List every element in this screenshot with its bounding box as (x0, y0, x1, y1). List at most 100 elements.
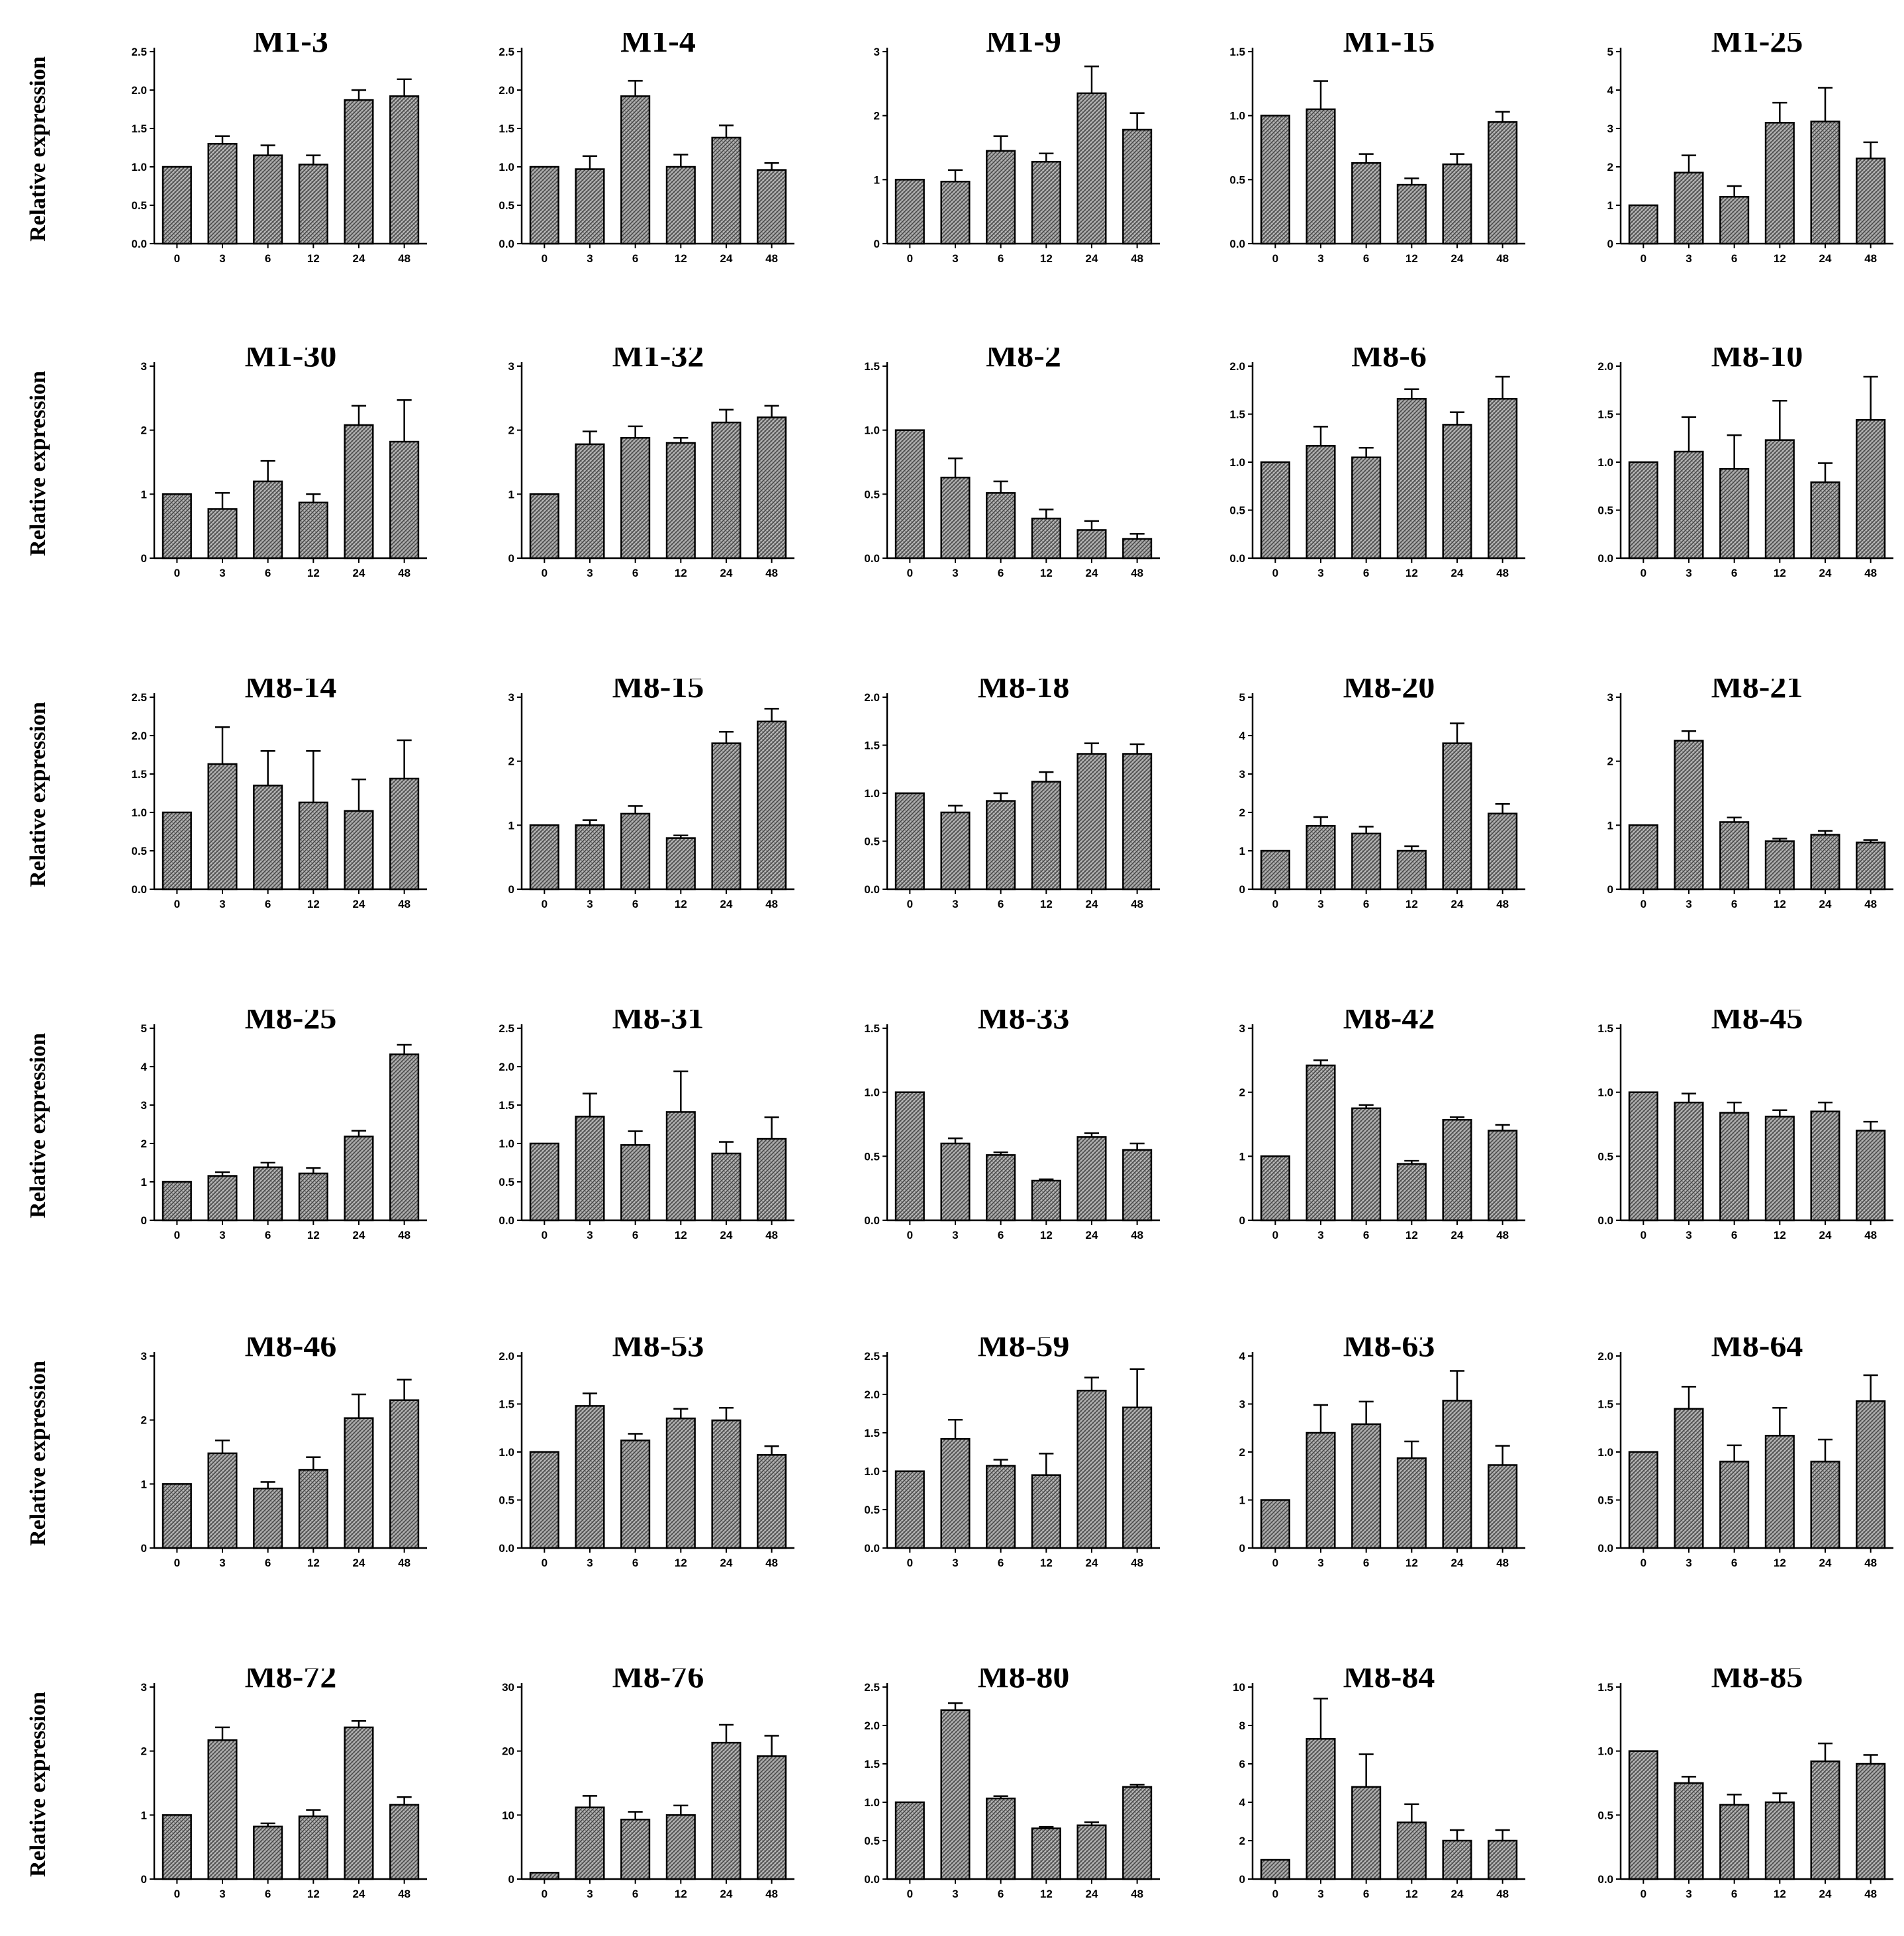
x-tick-label: 24 (1819, 1229, 1832, 1241)
bar (1856, 1763, 1886, 1880)
x-tick-label: 24 (1451, 567, 1464, 579)
bar (1488, 1464, 1518, 1549)
x-tick-label: 12 (1405, 567, 1418, 579)
x-tick-label: 12 (1040, 1557, 1053, 1569)
bar (1351, 832, 1382, 891)
bar (665, 442, 696, 559)
x-tick-label: 48 (398, 1557, 410, 1569)
y-tick-label: 4 (1239, 1796, 1246, 1809)
y-tick-label: 1.0 (864, 1796, 880, 1809)
bar (1856, 418, 1886, 559)
y-tick-label: 3 (1239, 1398, 1245, 1411)
y-tick-label: 2.5 (864, 1350, 880, 1363)
bar-chart-panel: M8-80 0.0 0.5 1.0 1.5 2.0 2.5 0 3 6 12 24 48 (864, 1669, 1160, 1900)
y-tick-label: 0 (508, 552, 514, 565)
bar (298, 1815, 328, 1880)
x-tick-label: 0 (542, 1229, 547, 1241)
y-tick-label: 3 (141, 360, 147, 373)
chart-title: M8-25 (245, 1010, 337, 1036)
x-tick-label: 3 (1317, 1888, 1323, 1900)
bar (1031, 517, 1061, 559)
x-tick-label: 48 (398, 567, 410, 579)
x-tick-label: 3 (1686, 898, 1691, 910)
bar-chart-panel: M8-33 0.0 0.5 1.0 1.5 0 3 6 12 24 48 (864, 1010, 1160, 1241)
x-tick-label: 6 (1363, 1557, 1369, 1569)
y-tick-label: 0 (508, 1873, 514, 1886)
y-tick-label: 0.0 (864, 1873, 880, 1886)
x-tick-label: 0 (174, 898, 180, 910)
bar (665, 837, 696, 891)
x-tick-label: 24 (353, 252, 365, 265)
bar (620, 95, 651, 245)
x-tick-label: 6 (265, 1888, 271, 1900)
y-tick-label: 2.0 (864, 1719, 880, 1732)
x-tick-label: 0 (542, 1557, 547, 1569)
bar (1856, 1400, 1886, 1549)
bar-chart-panel: M8-6 0.0 0.5 1.0 1.5 2.0 0 3 6 12 24 48 (1229, 348, 1525, 579)
bar (711, 742, 741, 891)
x-tick-label: 0 (1272, 1888, 1278, 1900)
chart-title: M8-85 (1711, 1669, 1803, 1694)
x-tick-label: 3 (952, 1557, 958, 1569)
x-tick-label: 12 (307, 252, 320, 265)
x-tick-label: 24 (1086, 1229, 1098, 1241)
bar (711, 421, 741, 559)
bar (1260, 849, 1290, 891)
x-tick-label: 12 (675, 1557, 687, 1569)
bar (529, 493, 559, 559)
y-tick-label: 2.0 (499, 1061, 514, 1073)
y-tick-label: 1 (508, 488, 514, 501)
x-tick-label: 48 (1496, 1229, 1509, 1241)
y-tick-label: 1.5 (864, 1758, 880, 1770)
x-tick-label: 6 (265, 898, 271, 910)
bar (1076, 529, 1107, 559)
x-tick-label: 0 (907, 252, 913, 265)
y-tick-label: 0.0 (131, 883, 147, 896)
y-tick-label: 6 (1239, 1758, 1245, 1770)
x-tick-label: 48 (765, 567, 778, 579)
x-tick-label: 3 (952, 1888, 958, 1900)
x-tick-label: 24 (1819, 1557, 1832, 1569)
x-tick-label: 24 (1819, 252, 1832, 265)
x-tick-label: 3 (587, 898, 593, 910)
x-tick-label: 12 (1405, 1557, 1418, 1569)
bar (894, 429, 925, 559)
x-tick-label: 12 (1405, 1888, 1418, 1900)
y-tick-label: 0.5 (864, 488, 880, 501)
x-tick-label: 12 (675, 1888, 687, 1900)
x-tick-label: 48 (765, 1229, 778, 1241)
y-tick-label: 0 (1239, 1214, 1245, 1227)
y-tick-label: 1.5 (499, 1099, 514, 1112)
y-tick-label: 1.0 (864, 424, 880, 437)
bar (344, 1726, 374, 1880)
y-tick-label: 0.0 (1597, 1214, 1613, 1227)
y-tick-label: 2 (141, 1414, 147, 1427)
x-tick-label: 12 (1405, 252, 1418, 265)
y-tick-label: 2 (141, 1137, 147, 1150)
bar (389, 440, 420, 559)
bar (757, 1755, 787, 1880)
bar (757, 720, 787, 891)
y-tick-label: 4 (1607, 84, 1614, 97)
chart-title: M8-72 (245, 1669, 337, 1694)
bar (1396, 1457, 1427, 1549)
bar (1764, 122, 1795, 245)
x-tick-label: 0 (907, 1557, 913, 1569)
x-tick-label: 3 (952, 1229, 958, 1241)
bar (1396, 183, 1427, 245)
x-tick-label: 0 (542, 252, 547, 265)
x-tick-label: 0 (1641, 252, 1646, 265)
bar (1674, 740, 1704, 891)
y-tick-label: 1.0 (131, 806, 147, 819)
x-tick-label: 3 (587, 1229, 593, 1241)
x-tick-label: 12 (307, 1888, 320, 1900)
x-tick-label: 3 (587, 1557, 593, 1569)
y-tick-label: 1 (141, 1809, 147, 1821)
bar (1764, 1801, 1795, 1880)
chart-title: M1-15 (1343, 33, 1435, 59)
y-tick-label: 0 (874, 238, 880, 250)
x-tick-label: 48 (1131, 1229, 1143, 1241)
x-tick-label: 6 (1731, 567, 1737, 579)
